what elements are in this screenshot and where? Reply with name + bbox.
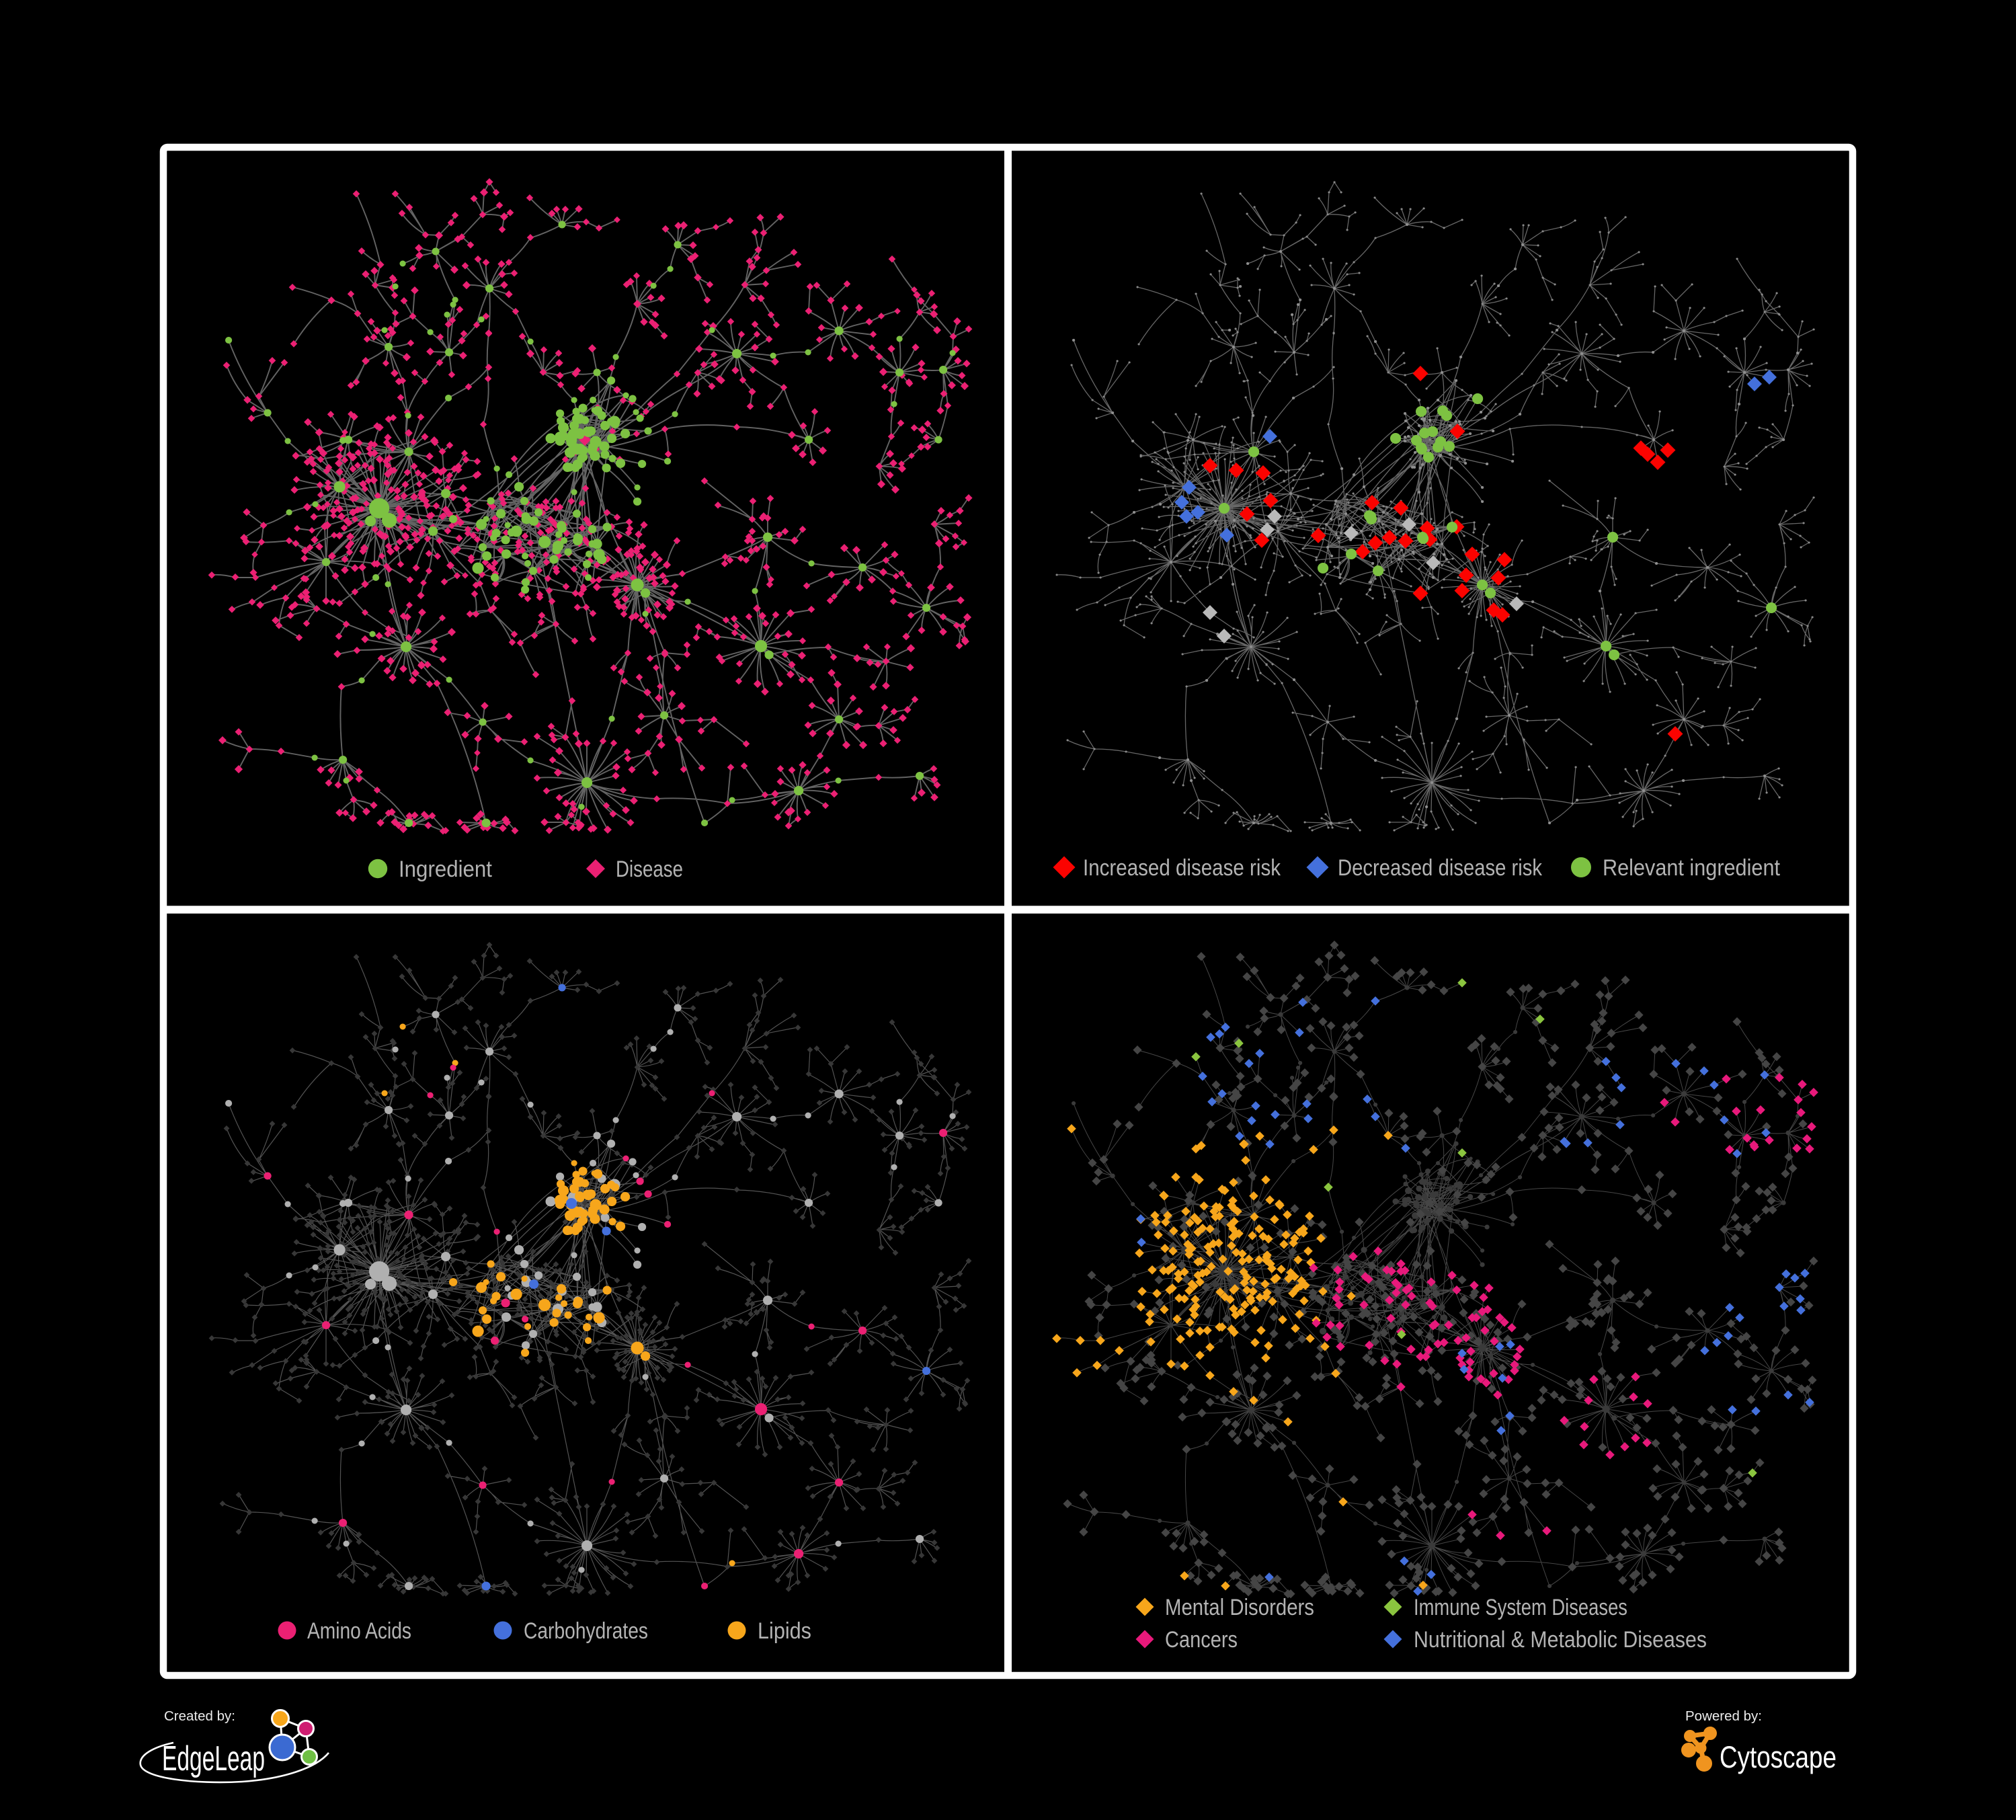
svg-text:EdgeLeap: EdgeLeap	[162, 1739, 265, 1778]
svg-text:Immune System Diseases: Immune System Diseases	[1414, 1595, 1627, 1620]
svg-text:Mental Disorders: Mental Disorders	[1165, 1595, 1314, 1620]
svg-text:Lipids: Lipids	[758, 1618, 811, 1644]
svg-text:Decreased disease risk: Decreased disease risk	[1338, 855, 1543, 881]
svg-text:Nutritional & Metabolic Diseas: Nutritional & Metabolic Diseases	[1414, 1627, 1707, 1653]
svg-text:Powered by:: Powered by:	[1685, 1708, 1762, 1724]
svg-text:Cancers: Cancers	[1165, 1627, 1238, 1653]
svg-text:Disease: Disease	[616, 857, 683, 882]
svg-text:Relevant ingredient: Relevant ingredient	[1603, 855, 1780, 881]
svg-text:Cytoscape: Cytoscape	[1720, 1740, 1837, 1774]
svg-text:Created by:: Created by:	[164, 1708, 235, 1724]
svg-text:Amino Acids: Amino Acids	[307, 1618, 411, 1644]
svg-text:Increased disease risk: Increased disease risk	[1083, 855, 1281, 881]
svg-text:Carbohydrates: Carbohydrates	[524, 1618, 648, 1644]
svg-text:Ingredient: Ingredient	[399, 857, 492, 882]
